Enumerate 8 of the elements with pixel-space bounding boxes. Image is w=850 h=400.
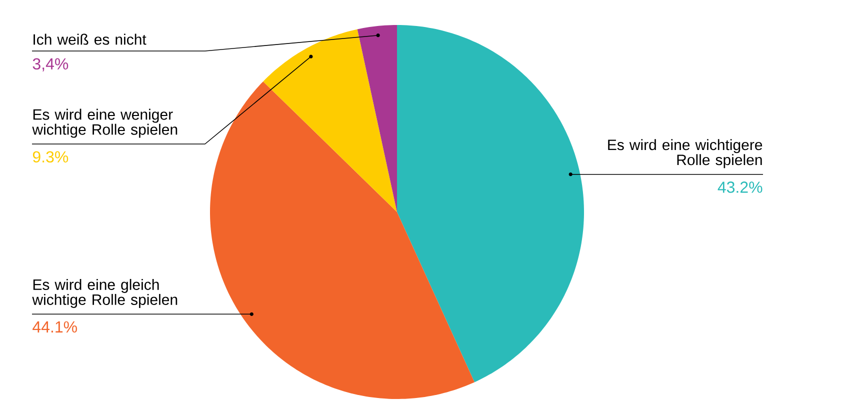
data-label: 44.1% — [32, 321, 77, 333]
data-label: 43.2% — [718, 182, 762, 193]
slice-label: Es wird eine gleich wichtige Rolle spielen — [32, 278, 178, 308]
data-label: 9.3% — [32, 151, 68, 163]
data-label: 3,4% — [32, 58, 68, 72]
slice-label: Ich weiß es nicht — [34, 34, 146, 45]
slice-label: Es wird eine weniger wichtige Rolle spielen — [32, 108, 178, 138]
slice-label: Es wird eine wichtigere Rolle spielen — [608, 139, 762, 168]
